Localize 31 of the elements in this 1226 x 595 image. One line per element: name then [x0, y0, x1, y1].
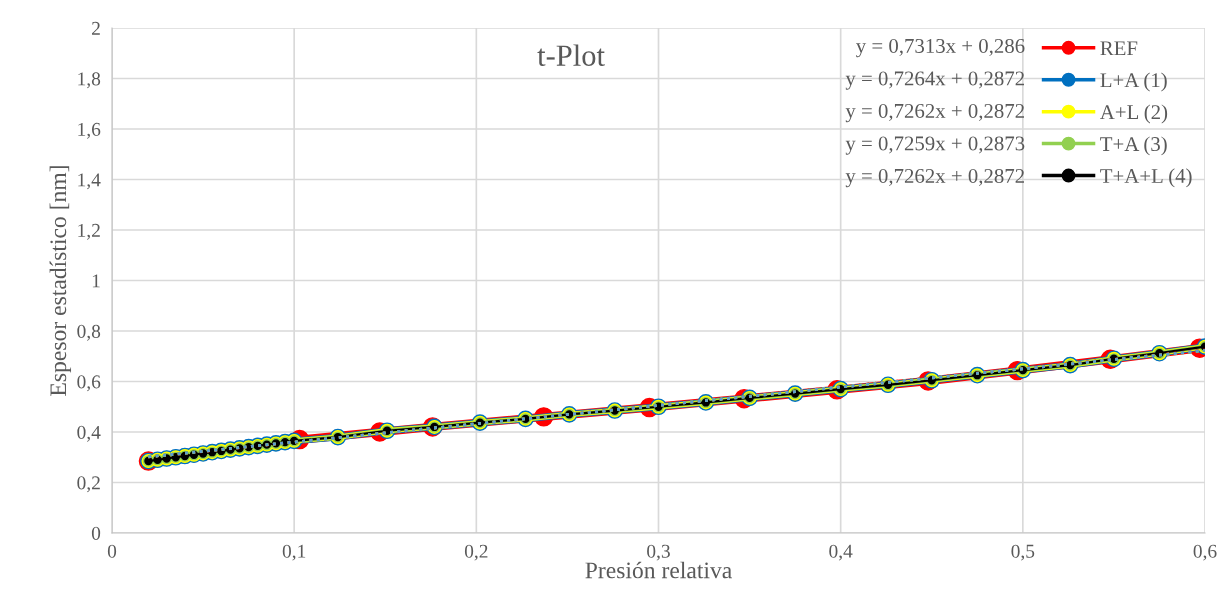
x-tick-label: 0,4: [829, 544, 853, 561]
y-tick-label: 1,8: [78, 72, 101, 89]
legend-label: L+A (1): [1100, 72, 1167, 92]
y-tick-label: 1: [92, 274, 100, 288]
annotation: y = 0,7262x + 0,2872: [845, 103, 1024, 123]
y-tick-label: 1,6: [78, 122, 101, 139]
annotation: y = 0,7262x + 0,2872: [845, 168, 1024, 188]
legend-label: T+A (3): [1100, 136, 1167, 156]
x-axis-title: Presión relativa: [585, 561, 732, 579]
x-tick-label: 0,3: [647, 544, 670, 561]
annotation: y = 0,7264x + 0,2872: [845, 71, 1024, 90]
y-tick-label: 0,2: [77, 476, 100, 493]
y-axis-title: Espesor estadístico [nm]: [49, 166, 72, 396]
legend-label: T+A+L (4): [1100, 168, 1192, 188]
legend-label: A+L (2): [1100, 104, 1168, 124]
chart-title: t-Plot: [537, 44, 605, 66]
y-tick-label: 0: [91, 526, 101, 540]
x-tick-label: 0: [107, 544, 117, 558]
x-tick-label: 0,1: [282, 544, 306, 561]
x-tick-label: 0,5: [1011, 544, 1035, 561]
y-tick-label: 0,8: [77, 324, 101, 341]
y-tick-label: 2: [92, 21, 100, 35]
annotation: y = 0,7313x + 0,286: [856, 38, 1025, 58]
annotation: y = 0,7259x + 0,2873: [845, 136, 1025, 155]
y-tick-label: 1,4: [78, 173, 101, 190]
y-tick-label: 0,6: [77, 375, 101, 392]
x-tick-label: 0,2: [464, 544, 488, 561]
y-tick-label: 1,2: [78, 223, 100, 240]
legend-label: REF: [1100, 41, 1138, 56]
y-tick-label: 0,4: [77, 425, 101, 442]
x-tick-label: 0,6: [1193, 544, 1217, 561]
